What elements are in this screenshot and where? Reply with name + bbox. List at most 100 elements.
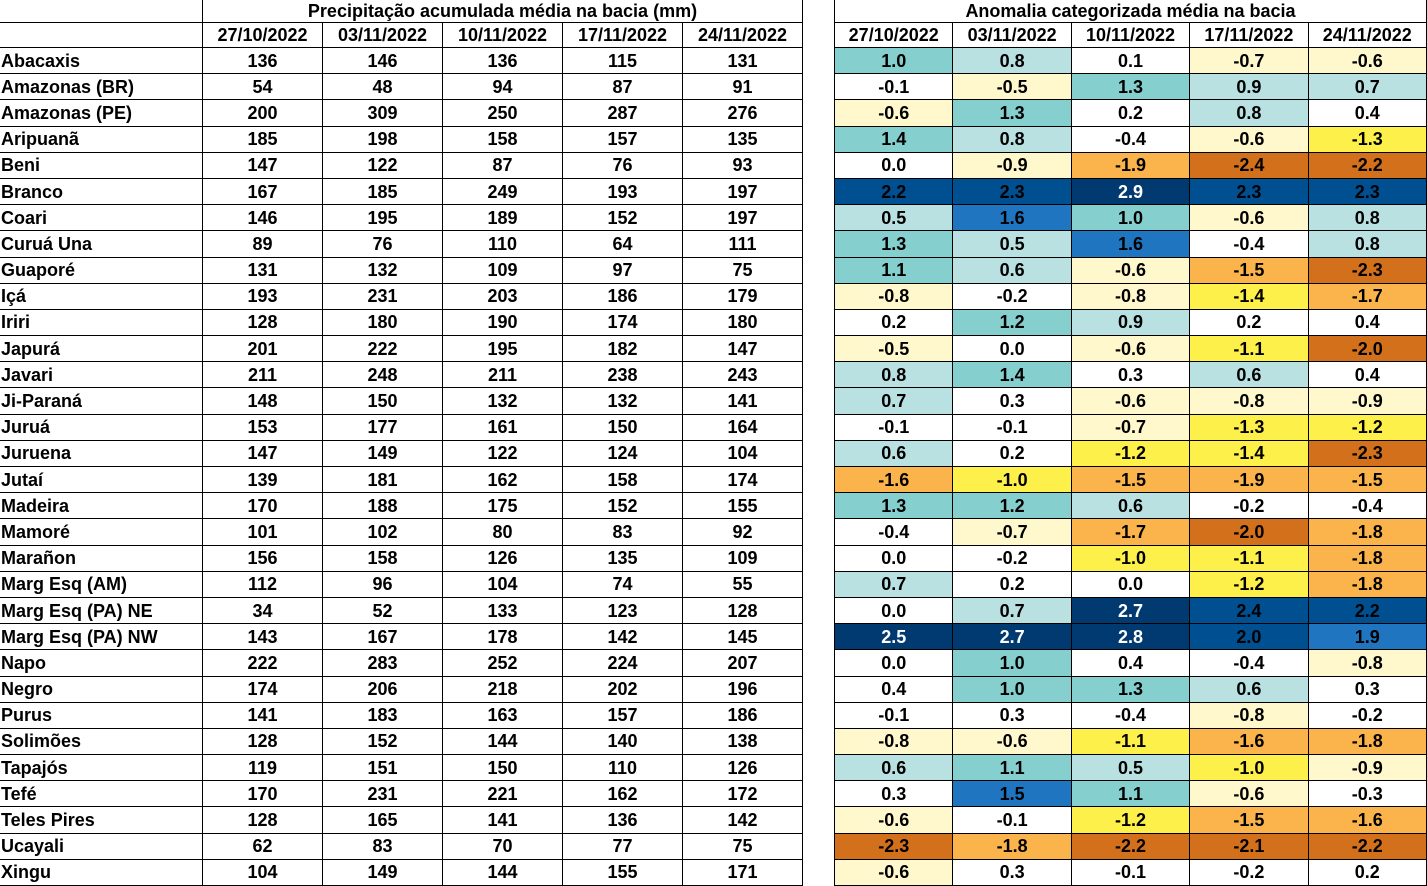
- precipitation-table: Precipitação acumulada média na bacia (m…: [0, 0, 803, 886]
- anomaly-cell: -0.8: [1189, 701, 1309, 729]
- anomaly-cell: -2.3: [1307, 256, 1427, 284]
- table-row: Curuá Una 89 76 110 64 111: [0, 230, 803, 258]
- precip-date-header: 10/11/2022: [442, 22, 563, 48]
- anomaly-cell: 1.2: [952, 308, 1072, 337]
- precip-cell: 135: [562, 544, 683, 572]
- anomaly-cell: -0.4: [833, 518, 954, 546]
- anomaly-cell: 2.2: [833, 177, 954, 206]
- precip-cell: 87: [562, 73, 683, 101]
- anomaly-cell: 0.7: [833, 387, 954, 415]
- anomaly-cell: -0.2: [952, 282, 1072, 310]
- anomaly-cell: 2.0: [1189, 623, 1309, 651]
- anomaly-cell: -0.6: [1070, 387, 1191, 415]
- basin-name: Branco: [0, 177, 203, 206]
- basin-name: Guaporé: [0, 256, 203, 284]
- table-row: 0.0 -0.2 -1.0 -1.1 -1.8: [833, 544, 1427, 572]
- precip-cell: 174: [202, 675, 323, 703]
- table-row: Javari 211 248 211 238 243: [0, 361, 803, 389]
- precip-cell: 186: [682, 701, 803, 729]
- precip-cell: 150: [322, 387, 443, 415]
- precip-cell: 195: [322, 204, 443, 232]
- anomaly-cell: -1.2: [1307, 413, 1427, 441]
- table-row: Juruá 153 177 161 150 164: [0, 413, 803, 441]
- anomaly-cell: -1.8: [1307, 544, 1427, 572]
- precip-cell: 110: [442, 230, 563, 258]
- anomaly-cell: -1.8: [1307, 518, 1427, 546]
- basin-name: Curuá Una: [0, 230, 203, 258]
- anomaly-cell: -0.7: [1189, 46, 1309, 75]
- precip-cell: 147: [202, 439, 323, 468]
- basin-name: Marg Esq (PA) NE: [0, 596, 203, 625]
- anomaly-cell: -0.8: [1189, 387, 1309, 415]
- precip-cell: 128: [202, 806, 323, 834]
- anomaly-cell: 2.3: [952, 177, 1072, 206]
- basin-name: Marg Esq (AM): [0, 570, 203, 598]
- anomaly-cell: 1.6: [952, 204, 1072, 232]
- table-row: Tefé 170 231 221 162 172: [0, 780, 803, 808]
- basin-name: Içá: [0, 282, 203, 310]
- precip-cell: 80: [442, 518, 563, 546]
- precip-cell: 94: [442, 73, 563, 101]
- precip-cell: 182: [562, 335, 683, 363]
- table-row: -0.8 -0.2 -0.8 -1.4 -1.7: [833, 282, 1427, 310]
- precip-cell: 96: [322, 570, 443, 598]
- anomaly-cell: -1.2: [1070, 806, 1191, 834]
- basin-name: Tapajós: [0, 754, 203, 782]
- anomaly-cell: 0.3: [833, 780, 954, 808]
- table-row: Marg Esq (PA) NW 143 167 178 142 145: [0, 623, 803, 651]
- precip-cell: 146: [322, 46, 443, 75]
- basin-name: Ucayali: [0, 832, 203, 860]
- table-row: Ucayali 62 83 70 77 75: [0, 832, 803, 860]
- table-row: 0.0 1.0 0.4 -0.4 -0.8: [833, 649, 1427, 677]
- anomaly-cell: 0.0: [833, 151, 954, 179]
- precip-cell: 190: [442, 308, 563, 337]
- precip-cell: 126: [442, 544, 563, 572]
- anomaly-cell: -1.3: [1189, 413, 1309, 441]
- precip-cell: 155: [562, 858, 683, 886]
- precip-cell: 151: [322, 754, 443, 782]
- anomaly-cell: -1.9: [1070, 151, 1191, 179]
- precip-cell: 152: [562, 492, 683, 520]
- table-row: 1.0 0.8 0.1 -0.7 -0.6: [833, 46, 1427, 75]
- precip-cell: 148: [202, 387, 323, 415]
- anomaly-cell: -2.0: [1189, 518, 1309, 546]
- precip-cell: 197: [682, 177, 803, 206]
- anomaly-date-header: 17/11/2022: [1189, 22, 1309, 48]
- table-row: 1.1 0.6 -0.6 -1.5 -2.3: [833, 256, 1427, 284]
- basin-name: Negro: [0, 675, 203, 703]
- anomaly-cell: 0.1: [1070, 46, 1191, 75]
- anomaly-cell: 2.7: [952, 623, 1072, 651]
- anomaly-cell: -0.6: [833, 99, 954, 127]
- anomaly-cell: 0.4: [1307, 99, 1427, 127]
- table-row: 0.6 1.1 0.5 -1.0 -0.9: [833, 754, 1427, 782]
- precip-cell: 75: [682, 256, 803, 284]
- basin-name: Amazonas (BR): [0, 73, 203, 101]
- precip-cell: 132: [322, 256, 443, 284]
- anomaly-cell: 1.0: [1070, 204, 1191, 232]
- precip-cell: 170: [202, 492, 323, 520]
- precip-cell: 152: [562, 204, 683, 232]
- precip-cell: 164: [682, 413, 803, 441]
- table-row: 0.0 -0.9 -1.9 -2.4 -2.2: [833, 151, 1427, 179]
- precip-cell: 128: [202, 727, 323, 756]
- table-row: Juruena 147 149 122 124 104: [0, 439, 803, 468]
- anomaly-cell: -0.7: [1070, 413, 1191, 441]
- table-row: 2.5 2.7 2.8 2.0 1.9: [833, 623, 1427, 651]
- table-row: -0.5 0.0 -0.6 -1.1 -2.0: [833, 335, 1427, 363]
- precip-cell: 123: [562, 596, 683, 625]
- precip-cell: 91: [682, 73, 803, 101]
- precip-cell: 133: [442, 596, 563, 625]
- precip-cell: 193: [202, 282, 323, 310]
- precip-cell: 202: [562, 675, 683, 703]
- anomaly-date-header: 24/11/2022: [1307, 22, 1427, 48]
- precip-cell: 156: [202, 544, 323, 572]
- precip-cell: 83: [562, 518, 683, 546]
- table-row: -0.8 -0.6 -1.1 -1.6 -1.8: [833, 727, 1427, 756]
- precip-cell: 76: [562, 151, 683, 179]
- anomaly-cell: 0.8: [1307, 204, 1427, 232]
- precip-cell: 147: [202, 151, 323, 179]
- precip-cell: 249: [442, 177, 563, 206]
- anomaly-cell: 1.9: [1307, 623, 1427, 651]
- precip-cell: 158: [322, 544, 443, 572]
- anomaly-cell: 0.3: [1307, 675, 1427, 703]
